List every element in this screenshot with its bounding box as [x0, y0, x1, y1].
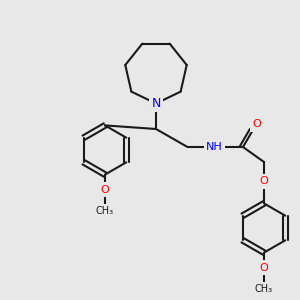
Text: O: O [260, 262, 268, 273]
Text: N: N [151, 97, 161, 110]
Text: O: O [100, 184, 109, 195]
Text: O: O [260, 176, 268, 187]
Text: CH₃: CH₃ [96, 206, 114, 216]
Text: NH: NH [206, 142, 223, 152]
Text: O: O [252, 119, 261, 130]
Text: CH₃: CH₃ [255, 284, 273, 294]
